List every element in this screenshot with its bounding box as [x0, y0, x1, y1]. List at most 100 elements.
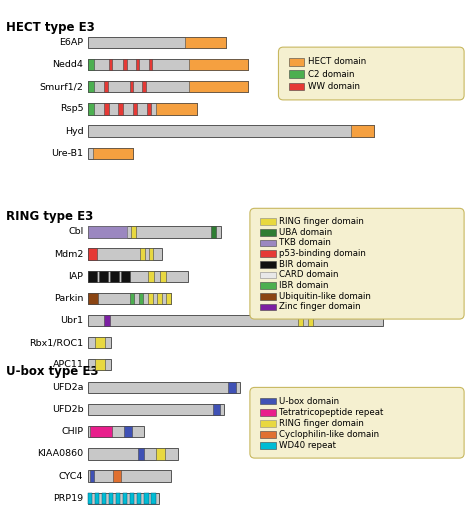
Bar: [109, 493, 113, 504]
Bar: [138, 448, 144, 460]
Bar: [228, 382, 236, 393]
Text: CHIP: CHIP: [61, 427, 83, 436]
Bar: [260, 272, 276, 278]
Bar: [88, 226, 221, 238]
Bar: [151, 493, 156, 504]
Text: WD40 repeat: WD40 repeat: [279, 441, 337, 450]
Text: Hyd: Hyd: [65, 127, 83, 135]
Bar: [88, 426, 144, 437]
Bar: [260, 229, 276, 236]
Bar: [88, 103, 197, 115]
Bar: [147, 103, 151, 115]
Bar: [88, 448, 178, 460]
Bar: [88, 125, 374, 137]
Bar: [95, 493, 99, 504]
Text: U-box type E3: U-box type E3: [6, 365, 98, 378]
Bar: [188, 81, 248, 92]
Bar: [104, 81, 108, 92]
Bar: [289, 58, 304, 66]
FancyBboxPatch shape: [250, 387, 464, 458]
Bar: [88, 337, 111, 348]
Bar: [298, 315, 303, 326]
Text: Rbx1/ROC1: Rbx1/ROC1: [29, 338, 83, 347]
Bar: [90, 426, 112, 437]
Bar: [211, 226, 216, 238]
Bar: [129, 81, 133, 92]
Bar: [109, 59, 112, 70]
Bar: [129, 293, 134, 304]
Bar: [188, 59, 248, 70]
Text: APC11: APC11: [52, 360, 83, 370]
Bar: [88, 81, 248, 92]
FancyBboxPatch shape: [250, 208, 464, 319]
Bar: [88, 59, 94, 70]
Bar: [167, 293, 171, 304]
Bar: [88, 359, 111, 371]
Bar: [95, 359, 105, 371]
Text: Mdm2: Mdm2: [54, 249, 83, 259]
Bar: [88, 248, 97, 260]
Bar: [88, 59, 248, 70]
Bar: [260, 409, 276, 416]
Text: Ure-B1: Ure-B1: [51, 149, 83, 158]
Bar: [308, 315, 313, 326]
Text: p53-binding domain: p53-binding domain: [279, 249, 367, 258]
Text: Tetratricopeptide repeat: Tetratricopeptide repeat: [279, 408, 384, 417]
Bar: [260, 282, 276, 289]
Text: UFD2a: UFD2a: [52, 383, 83, 392]
Bar: [102, 493, 106, 504]
Bar: [88, 382, 240, 393]
Bar: [88, 493, 159, 504]
Text: CYC4: CYC4: [59, 471, 83, 480]
Bar: [116, 493, 120, 504]
FancyBboxPatch shape: [278, 47, 464, 100]
Text: Smurf1/2: Smurf1/2: [40, 82, 83, 91]
Text: HECT type E3: HECT type E3: [6, 21, 94, 34]
Bar: [157, 103, 197, 115]
Text: TKB domain: TKB domain: [279, 238, 331, 247]
Bar: [89, 470, 94, 482]
Bar: [149, 248, 153, 260]
Bar: [88, 103, 94, 115]
Text: RING type E3: RING type E3: [6, 210, 93, 223]
Bar: [131, 226, 136, 238]
Text: E6AP: E6AP: [59, 38, 83, 47]
Bar: [260, 442, 276, 449]
Bar: [132, 103, 137, 115]
Bar: [213, 404, 219, 415]
Bar: [123, 59, 127, 70]
Text: Rsp5: Rsp5: [60, 104, 83, 114]
Text: PRP19: PRP19: [53, 494, 83, 503]
Text: Ubr1: Ubr1: [60, 316, 83, 325]
Text: Cyclophilin-like domain: Cyclophilin-like domain: [279, 430, 379, 439]
Bar: [99, 270, 108, 282]
Bar: [124, 426, 132, 437]
Bar: [88, 248, 162, 260]
Bar: [88, 226, 127, 238]
Text: U-box domain: U-box domain: [279, 397, 339, 406]
Bar: [148, 293, 153, 304]
Bar: [88, 315, 383, 326]
Text: WW domain: WW domain: [308, 82, 360, 91]
Text: RING finger domain: RING finger domain: [279, 217, 364, 226]
Bar: [88, 81, 94, 92]
Bar: [260, 420, 276, 427]
Bar: [110, 270, 119, 282]
Bar: [260, 218, 276, 225]
Text: Ubiquitin-like domain: Ubiquitin-like domain: [279, 292, 371, 301]
Bar: [123, 493, 128, 504]
Bar: [119, 103, 123, 115]
Text: RING finger domain: RING finger domain: [279, 419, 364, 428]
Text: KIAA0860: KIAA0860: [37, 449, 83, 459]
Bar: [88, 270, 97, 282]
Bar: [144, 493, 149, 504]
Bar: [185, 37, 226, 48]
Bar: [130, 493, 134, 504]
Bar: [140, 248, 145, 260]
Bar: [351, 125, 374, 137]
Bar: [88, 493, 92, 504]
Bar: [260, 303, 276, 310]
Bar: [260, 293, 276, 299]
Text: IBR domain: IBR domain: [279, 281, 329, 290]
Bar: [148, 270, 154, 282]
